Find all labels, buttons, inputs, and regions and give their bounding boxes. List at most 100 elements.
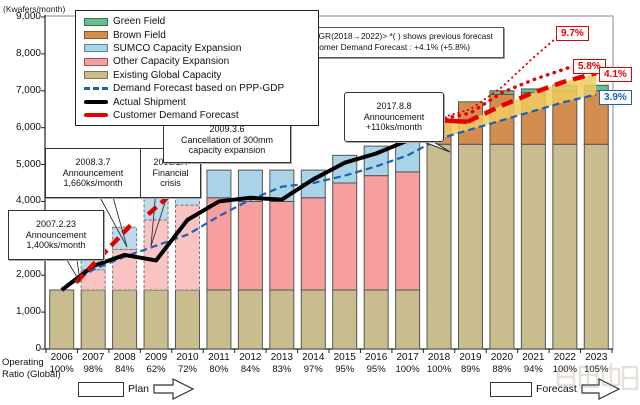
legend-item-label: SUMCO Capacity Expansion [113,42,242,54]
bar-segment [300,197,326,291]
legend: Green Field Brown Field SUMCO Capacity Exp… [75,10,319,127]
growth-badge-3-9: 3.9% [599,90,632,105]
year-label: 2014 [302,352,325,363]
series-line-demand-forecast-based-on-ppp-gdp [61,93,597,291]
y-axis-unit-label: (Kwafers/month) [3,4,66,14]
operating-ratio-value: 105% [584,364,609,375]
y-tick-label: 0 [35,343,41,354]
operating-ratio-value: 97% [303,364,323,375]
callout-2008-announcement: 2008.3.7 Announcement 1,660ks/month [45,148,141,198]
year-label: 2009 [144,352,168,363]
forecast-arrowhead-icon [581,378,621,400]
bar-segment [552,143,578,350]
y-tick-label: 9,000 [15,11,41,22]
growth-badge-9-7: 9.7% [556,26,589,41]
year-label: 2021 [522,352,545,363]
bar-segment [112,289,138,350]
bar-segment [363,175,389,291]
bar-segment [489,143,515,350]
year-label: 2022 [553,352,576,363]
legend-item: SUMCO Capacity Expansion [84,42,312,55]
operating-ratio-value: 83% [272,364,292,375]
bar-segment [395,289,421,350]
legend-item-label: Existing Global Capacity [113,69,222,81]
cagr-note-line2: Customer Demand Forecast : +4.1% (+5.8%) [302,42,471,53]
bar-segment [237,289,263,350]
plan-period-arrow: Plan [78,378,195,400]
year-label: 2017 [396,352,419,363]
legend-item-label: Demand Forecast based on PPP-GDP [113,83,285,95]
forecast-period-arrow: Forecast [490,378,621,400]
operating-ratio-value: 95% [335,364,355,375]
series-line-previous-forecast-5-8- [443,65,573,121]
year-label: 2007 [82,352,105,363]
bar-segment [332,182,358,291]
operating-ratio-value: 62% [146,364,166,375]
plan-arrow-body [78,381,124,397]
year-label: 2008 [113,352,136,363]
legend-item: Actual Shipment [84,95,312,108]
operating-ratio-value: 100% [395,364,420,375]
legend-swatch-icon [84,31,108,40]
bar-segment [206,197,232,291]
legend-item: Green Field [84,15,312,28]
y-tick-label: 1,000 [15,306,41,318]
legend-item: Existing Global Capacity [84,69,312,82]
bar-segment [269,289,295,350]
bar-segment [583,143,609,350]
bar-segment [206,289,232,350]
plan-arrowhead-icon [153,378,195,400]
year-label: 2012 [239,352,262,363]
year-label: 2006 [50,352,73,363]
y-tick-label: 2,000 [15,269,41,281]
y-tick-label: 7,000 [15,84,41,96]
bar-segment [520,143,546,350]
legend-item: Customer Demand Forecast [84,109,312,122]
year-label: 2010 [176,352,199,363]
callout-pointer [150,189,157,247]
bar-segment [80,289,106,350]
cagr-note: <CAGR(2018→2022)> *( ) shows previous fo… [297,27,504,58]
bar-segment [332,289,358,350]
bar-segment [237,200,263,291]
forecast-arrow-body [490,381,532,397]
year-label: 2011 [208,352,230,363]
legend-swatch-icon [84,44,108,53]
legend-swatch-icon [84,71,108,80]
series-line-previous-forecast-9-7- [438,36,558,120]
bar-segment [49,289,75,350]
callout-pointer [150,189,170,247]
operating-ratio-value: 98% [83,364,103,375]
legend-item-label: Other Capacity Expansion [113,56,230,68]
operating-ratio-value: 100% [49,364,74,375]
y-tick-label: 4,000 [15,195,41,207]
growth-badge-4-1: 4.1% [599,67,632,82]
series-line-customer-demand-forecast-2007-announcement [74,220,136,285]
bar-segment [206,169,232,199]
year-label: 2020 [490,352,514,363]
callout-2017-announcement: 2017.8.8 Announcement +110ks/month [344,92,444,142]
bar-segment [300,289,326,350]
operating-ratio-label: Operating Ratio (Global) [2,357,61,381]
year-label: 2016 [365,352,388,363]
year-label: 2015 [333,352,356,363]
year-label: 2018 [427,352,451,363]
legend-swatch-icon [84,100,108,105]
callout-pointer [110,189,128,248]
legend-item-label: Brown Field [113,29,166,41]
year-label: 2023 [585,352,608,363]
series-line-actual-shipment [60,118,441,292]
bar-segment [363,289,389,350]
operating-ratio-value: 94% [523,364,543,375]
operating-ratio-value: 100% [552,364,577,375]
bar-segment [426,143,452,350]
bar-segment [269,200,295,291]
operating-ratio-value: 84% [115,364,135,375]
legend-item-label: Green Field [113,16,166,28]
legend-swatch-icon [84,113,108,118]
bar-segment [458,143,483,350]
plan-label: Plan [128,383,150,395]
legend-item: Brown Field [84,28,312,41]
watermark [556,363,639,391]
